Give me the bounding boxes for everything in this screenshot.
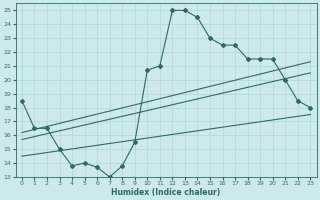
X-axis label: Humidex (Indice chaleur): Humidex (Indice chaleur) [111, 188, 221, 197]
